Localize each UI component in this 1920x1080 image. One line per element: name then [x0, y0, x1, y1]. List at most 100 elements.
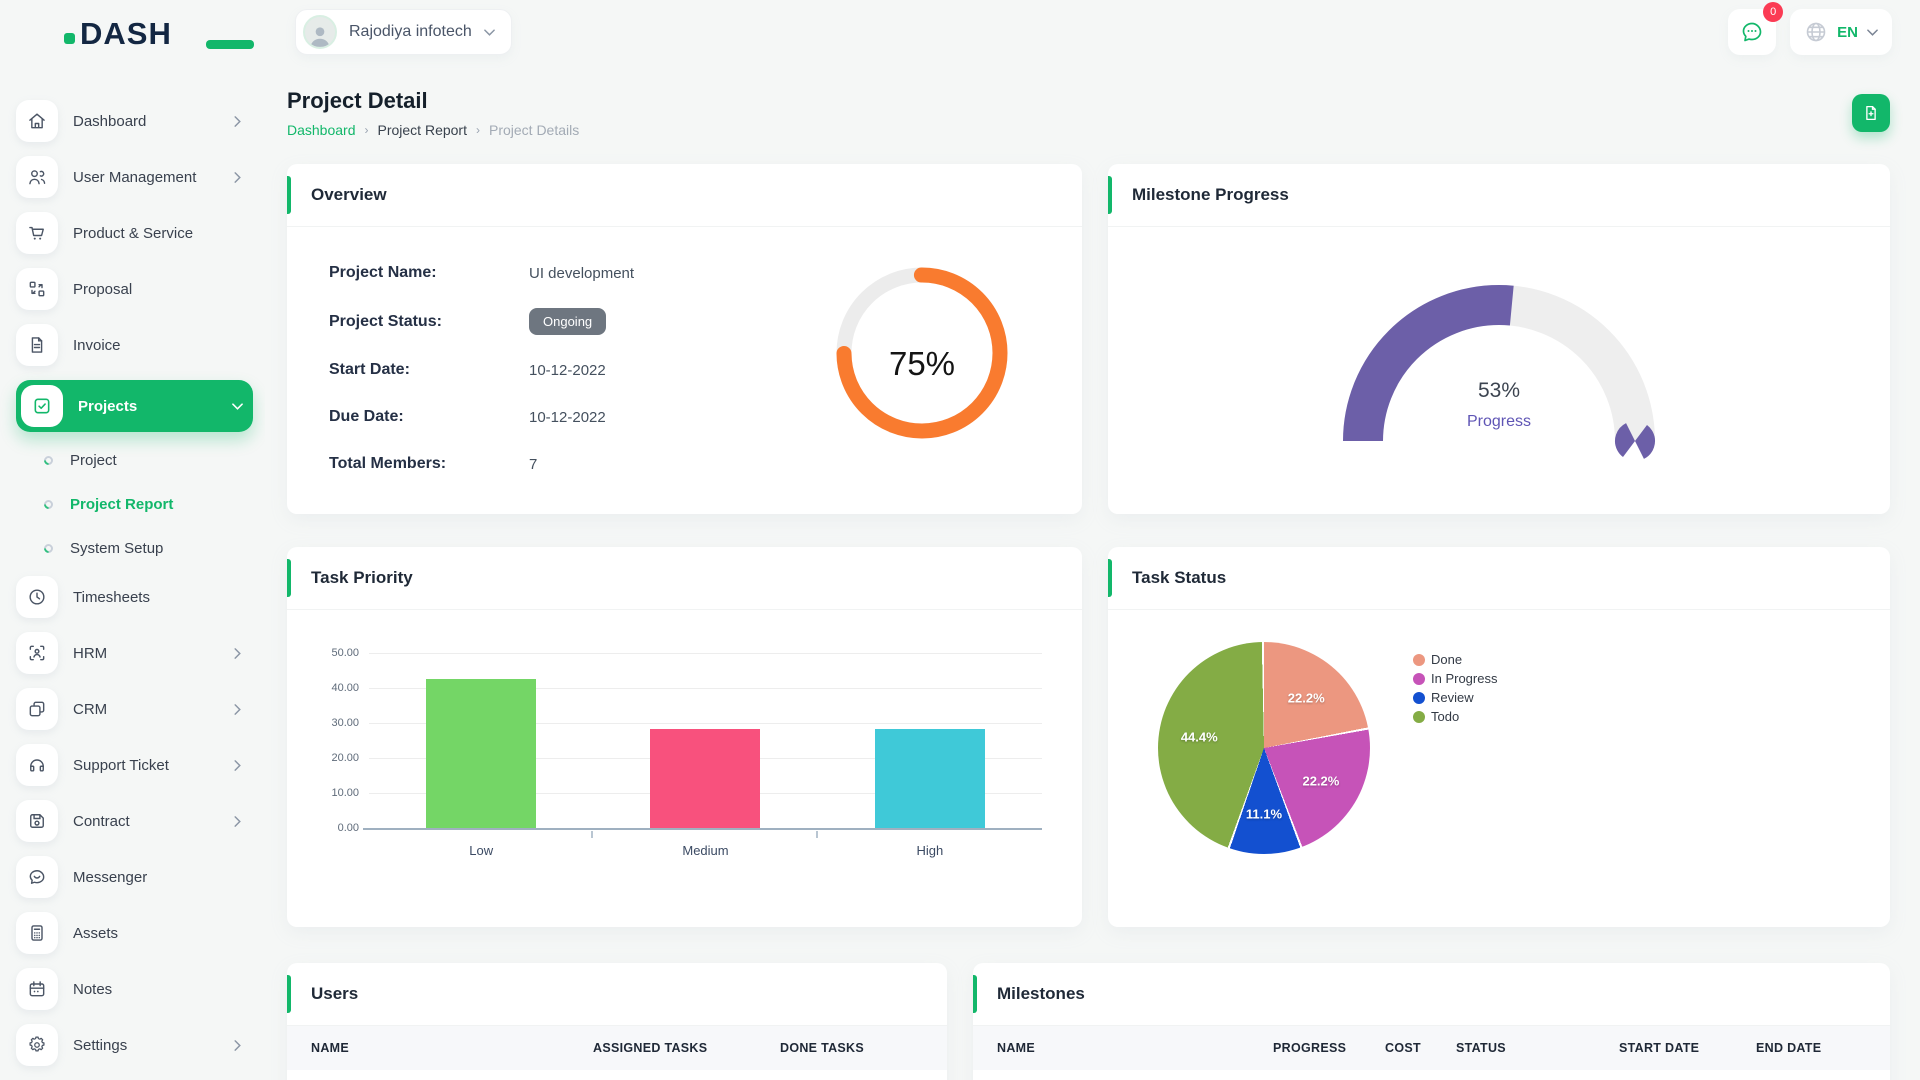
page-title: Project Detail: [287, 88, 428, 113]
pie-slice-label: 22.2%: [1302, 773, 1340, 789]
calculator-icon: [16, 912, 58, 954]
legend-dot: [1413, 710, 1425, 723]
legend-item-done: Done: [1413, 652, 1497, 667]
users-table-body: [287, 1070, 947, 1080]
globe-icon: [1806, 22, 1826, 42]
column-header: ASSIGNED TASKS: [593, 1041, 708, 1055]
column-header: DONE TASKS: [780, 1041, 865, 1055]
pie-legend: Done In Progress Review Todo: [1413, 652, 1497, 728]
y-tick: 50.00: [331, 647, 359, 659]
chat-badge: 0: [1763, 2, 1784, 22]
column-header: NAME: [311, 1041, 350, 1055]
overview-card-title: Overview: [287, 164, 1082, 227]
bar-low[interactable]: [426, 679, 537, 829]
users-card: Users NAME ASSIGNED TASKS DONE TASKS: [287, 963, 947, 1080]
task-priority-chart: 50.00 40.00 30.00 20.00 10.00 0.00 Low M: [287, 610, 1082, 858]
y-tick: 0.00: [337, 822, 359, 834]
breadcrumb-dashboard[interactable]: Dashboard: [287, 122, 356, 138]
status-badge: Ongoing: [529, 308, 607, 335]
users-card-title: Users: [287, 963, 947, 1026]
sidebar-item-product-service[interactable]: Product & Service: [16, 212, 253, 254]
legend-dot: [1413, 653, 1425, 666]
sidebar-item-assets[interactable]: Assets: [16, 912, 253, 954]
sidebar-item-projects[interactable]: Projects: [16, 380, 253, 432]
chevron-right-icon: [234, 1039, 241, 1051]
breadcrumb: Dashboard › Project Report › Project Det…: [287, 122, 579, 138]
sidebar-subitem-project-report[interactable]: Project Report: [16, 486, 253, 522]
y-tick: 40.00: [331, 682, 359, 694]
x-label-medium: Medium: [682, 843, 729, 858]
breadcrumb-separator: ›: [475, 123, 480, 137]
column-header: NAME: [997, 1041, 1036, 1055]
proposal-icon: [16, 268, 58, 310]
chevron-right-icon: [234, 759, 241, 771]
milestones-card: Milestones NAME PROGRESS COST STATUS STA…: [973, 963, 1890, 1080]
user-avatar-icon: [303, 15, 337, 49]
sidebar-item-messenger[interactable]: Messenger: [16, 856, 253, 898]
project-progress-donut: 75%: [792, 261, 1052, 499]
chat-button[interactable]: 0: [1728, 2, 1784, 55]
field-label: Due Date:: [329, 408, 404, 425]
clock-icon: [16, 576, 58, 618]
column-header: STATUS: [1456, 1041, 1506, 1055]
users-table-header: NAME ASSIGNED TASKS DONE TASKS: [287, 1026, 947, 1070]
company-name: Rajodiya infotech: [349, 23, 472, 40]
company-selector[interactable]: Rajodiya infotech: [295, 9, 512, 55]
app-logo[interactable]: DASH: [64, 15, 254, 51]
x-label-high: High: [916, 843, 944, 858]
project-name-value: UI development: [529, 264, 635, 282]
chevron-down-icon: [232, 402, 243, 410]
field-label: Project Status:: [329, 312, 442, 330]
main-content: Project Detail Dashboard › Project Repor…: [287, 88, 1890, 1080]
y-tick: 20.00: [331, 752, 359, 764]
gear-icon: [16, 1024, 58, 1066]
breadcrumb-current: Project Details: [488, 122, 580, 138]
total-members-value: 7: [529, 455, 538, 473]
export-report-button[interactable]: [1852, 94, 1890, 132]
sidebar-item-proposal[interactable]: Proposal: [16, 268, 253, 310]
bullet-icon: [42, 453, 55, 467]
column-header: COST: [1385, 1041, 1421, 1055]
bar-high[interactable]: [874, 729, 985, 829]
message-icon: [16, 856, 58, 898]
sidebar-item-contract[interactable]: Contract: [16, 800, 253, 842]
sidebar-subitem-project[interactable]: Project: [16, 442, 253, 478]
logo-text: DASH: [80, 15, 172, 51]
home-icon: [16, 100, 58, 142]
pie-slice-label: 22.2%: [1287, 690, 1325, 706]
language-selector[interactable]: EN: [1790, 9, 1892, 55]
sidebar-item-support-ticket[interactable]: Support Ticket: [16, 744, 253, 786]
sidebar-item-user-management[interactable]: User Management: [16, 156, 253, 198]
sidebar-item-crm[interactable]: CRM: [16, 688, 253, 730]
invoice-icon: [16, 324, 58, 366]
language-code: EN: [1837, 23, 1858, 41]
sidebar-item-timesheets[interactable]: Timesheets: [16, 576, 253, 618]
milestone-card-title: Milestone Progress: [1108, 164, 1890, 227]
chevron-right-icon: [234, 815, 241, 827]
breadcrumb-separator: ›: [364, 123, 369, 137]
due-date-value: 10-12-2022: [529, 408, 606, 426]
sidebar-subitem-system-setup[interactable]: System Setup: [16, 530, 253, 566]
task-priority-card-title: Task Priority: [287, 547, 1082, 610]
y-tick: 30.00: [331, 717, 359, 729]
task-status-chart: 22.2% 22.2% 11.1% 44.4% Done In Progress…: [1108, 610, 1890, 927]
breadcrumb-project-report[interactable]: Project Report: [377, 122, 467, 138]
task-status-card: Task Status 22.2% 22.2% 11.1% 44.4% Done…: [1108, 547, 1890, 927]
field-label: Total Members:: [329, 455, 447, 472]
sidebar-item-notes[interactable]: Notes: [16, 968, 253, 1010]
pie-slice-label: 44.4%: [1180, 729, 1218, 745]
sidebar-item-dashboard[interactable]: Dashboard: [16, 100, 253, 142]
start-date-value: 10-12-2022: [529, 361, 606, 379]
sidebar-item-invoice[interactable]: Invoice: [16, 324, 253, 366]
sidebar: Dashboard User Management Product & Serv…: [0, 88, 265, 1080]
legend-item-review: Review: [1413, 690, 1497, 705]
gauge-caption: Progress: [1466, 413, 1532, 430]
legend-item-in-progress: In Progress: [1413, 671, 1497, 686]
sidebar-item-hrm[interactable]: HRM: [16, 632, 253, 674]
bar-medium[interactable]: [650, 729, 761, 829]
task-status-pie[interactable]: 22.2% 22.2% 11.1% 44.4%: [1158, 642, 1370, 854]
milestones-table-header: NAME PROGRESS COST STATUS START DATE END…: [973, 1026, 1890, 1070]
donut-percent-label: 75%: [888, 345, 956, 382]
logo-dot: [64, 32, 75, 44]
sidebar-item-settings[interactable]: Settings: [16, 1024, 253, 1066]
